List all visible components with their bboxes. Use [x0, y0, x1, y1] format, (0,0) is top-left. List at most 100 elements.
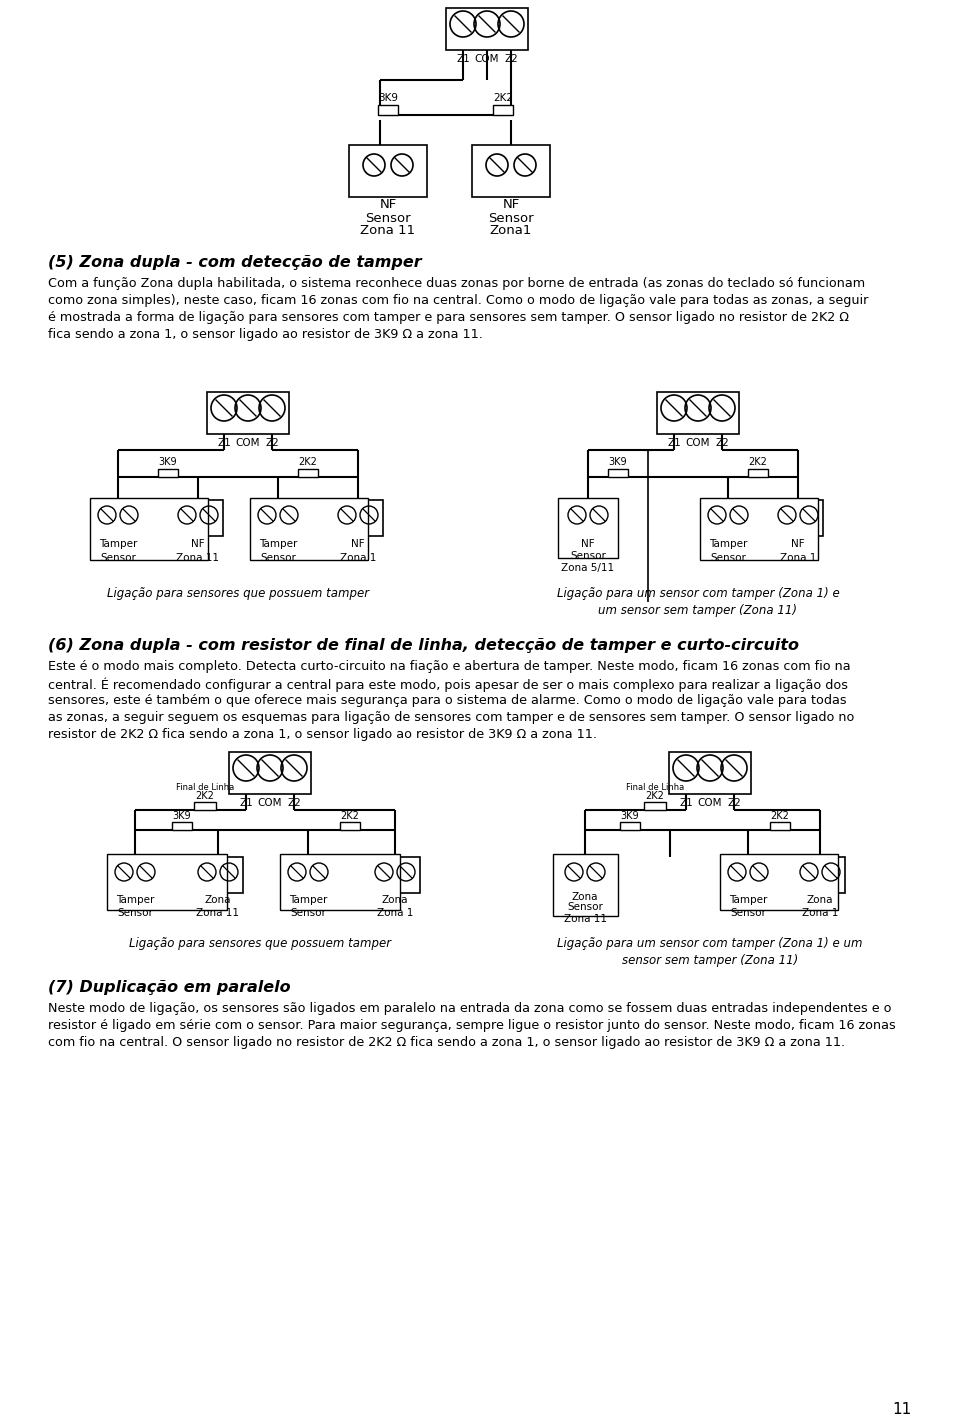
Text: 2K2: 2K2: [771, 811, 789, 821]
Text: NF: NF: [791, 538, 804, 548]
Text: Z1: Z1: [239, 798, 252, 808]
Text: fica sendo a zona 1, o sensor ligado ao resistor de 3K9 Ω a zona 11.: fica sendo a zona 1, o sensor ligado ao …: [48, 328, 483, 341]
Text: Zona 11: Zona 11: [360, 224, 416, 237]
Text: 2K2: 2K2: [749, 457, 767, 467]
Bar: [229, 753, 311, 794]
Text: resistor de 2K2 Ω fica sendo a zona 1, o sensor ligado ao resistor de 3K9 Ω a zo: resistor de 2K2 Ω fica sendo a zona 1, o…: [48, 728, 597, 741]
Bar: [193, 857, 243, 892]
Text: Tamper: Tamper: [289, 895, 327, 905]
Bar: [207, 393, 289, 434]
Bar: [608, 468, 628, 477]
Text: 3K9: 3K9: [621, 811, 639, 821]
Bar: [795, 857, 845, 892]
Bar: [558, 498, 618, 558]
Bar: [723, 857, 773, 892]
Text: 2K2: 2K2: [196, 791, 214, 801]
Bar: [378, 106, 398, 116]
Bar: [172, 823, 192, 830]
Text: central. É recomendado configurar a central para este modo, pois apesar de ser o: central. É recomendado configurar a cent…: [48, 677, 848, 691]
Text: Com a função Zona dupla habilitada, o sistema reconhece duas zonas por borne de : Com a função Zona dupla habilitada, o si…: [48, 277, 865, 290]
Bar: [283, 857, 333, 892]
Text: Tamper: Tamper: [99, 538, 137, 548]
Text: Z2: Z2: [715, 438, 729, 448]
Text: COM: COM: [698, 798, 722, 808]
Text: as zonas, a seguir seguem os esquemas para ligação de sensores com tamper e de s: as zonas, a seguir seguem os esquemas pa…: [48, 711, 854, 724]
Text: Sensor: Sensor: [100, 553, 136, 563]
Text: Z1: Z1: [456, 54, 469, 64]
Bar: [110, 857, 160, 892]
Bar: [770, 823, 790, 830]
Text: NF: NF: [502, 198, 519, 211]
Text: Sensor: Sensor: [290, 908, 326, 918]
Text: um sensor sem tamper (Zona 11): um sensor sem tamper (Zona 11): [598, 604, 798, 617]
Text: 11: 11: [893, 1402, 912, 1418]
Bar: [194, 803, 216, 810]
Text: é mostrada a forma de ligação para sensores com tamper e para sensores sem tampe: é mostrada a forma de ligação para senso…: [48, 311, 849, 324]
Text: NF: NF: [581, 538, 595, 548]
Bar: [748, 468, 768, 477]
Text: resistor é ligado em série com o sensor. Para maior segurança, sempre ligue o re: resistor é ligado em série com o sensor.…: [48, 1020, 896, 1032]
Text: sensor sem tamper (Zona 11): sensor sem tamper (Zona 11): [622, 954, 798, 967]
Bar: [563, 500, 613, 536]
Bar: [720, 854, 838, 910]
Text: Zona 11: Zona 11: [564, 914, 607, 924]
Text: Z2: Z2: [287, 798, 300, 808]
Text: Tamper: Tamper: [259, 538, 298, 548]
Text: COM: COM: [236, 438, 260, 448]
Text: COM: COM: [475, 54, 499, 64]
Bar: [298, 468, 318, 477]
Text: Ligação para sensores que possuem tamper: Ligação para sensores que possuem tamper: [129, 937, 391, 950]
Text: 2K2: 2K2: [493, 93, 513, 103]
Text: Final de Linha: Final de Linha: [626, 784, 684, 793]
Bar: [644, 803, 666, 810]
Bar: [349, 146, 427, 197]
Text: Z1: Z1: [667, 438, 681, 448]
Text: como zona simples), neste caso, ficam 16 zonas com fio na central. Como o modo d: como zona simples), neste caso, ficam 16…: [48, 294, 869, 307]
Text: Zona 5/11: Zona 5/11: [562, 563, 614, 573]
Bar: [173, 500, 223, 536]
Bar: [773, 500, 823, 536]
Bar: [553, 854, 618, 915]
Text: Sensor: Sensor: [117, 908, 153, 918]
Text: Zona 1: Zona 1: [780, 553, 816, 563]
Bar: [280, 854, 400, 910]
Text: Neste modo de ligação, os sensores são ligados em paralelo na entrada da zona co: Neste modo de ligação, os sensores são l…: [48, 1002, 892, 1015]
Bar: [472, 146, 550, 197]
Text: 3K9: 3K9: [609, 457, 627, 467]
Text: Zona1: Zona1: [490, 224, 532, 237]
Bar: [370, 857, 420, 892]
Bar: [703, 500, 753, 536]
Text: Zona: Zona: [382, 895, 408, 905]
Text: Sensor: Sensor: [365, 211, 411, 224]
Text: Zona: Zona: [806, 895, 833, 905]
Text: 3K9: 3K9: [378, 93, 398, 103]
Text: Sensor: Sensor: [489, 211, 534, 224]
Text: Z2: Z2: [265, 438, 278, 448]
Text: Zona 11: Zona 11: [177, 553, 220, 563]
Text: (6) Zona dupla - com resistor de final de linha, detecção de tamper e curto-circ: (6) Zona dupla - com resistor de final d…: [48, 638, 799, 653]
Bar: [700, 498, 818, 560]
Text: NF: NF: [379, 198, 396, 211]
Text: Tamper: Tamper: [708, 538, 747, 548]
Text: (7) Duplicação em paralelo: (7) Duplicação em paralelo: [48, 980, 291, 995]
Text: NF: NF: [191, 538, 204, 548]
Text: Zona 1: Zona 1: [802, 908, 838, 918]
Text: Sensor: Sensor: [710, 553, 746, 563]
Text: Sensor: Sensor: [570, 551, 606, 561]
Text: NF: NF: [351, 538, 365, 548]
Text: Zona 1: Zona 1: [340, 553, 376, 563]
Text: Zona 1: Zona 1: [377, 908, 413, 918]
Bar: [340, 823, 360, 830]
Bar: [93, 500, 143, 536]
Text: 3K9: 3K9: [158, 457, 178, 467]
Text: 2K2: 2K2: [299, 457, 318, 467]
Bar: [657, 393, 739, 434]
Text: COM: COM: [257, 798, 282, 808]
Text: COM: COM: [685, 438, 710, 448]
Text: Z2: Z2: [727, 798, 741, 808]
Text: Ligação para um sensor com tamper (Zona 1) e um: Ligação para um sensor com tamper (Zona …: [557, 937, 863, 950]
Bar: [253, 500, 303, 536]
Bar: [107, 854, 227, 910]
Text: Este é o modo mais completo. Detecta curto-circuito na fiação e abertura de tamp: Este é o modo mais completo. Detecta cur…: [48, 660, 851, 673]
Bar: [560, 857, 610, 892]
